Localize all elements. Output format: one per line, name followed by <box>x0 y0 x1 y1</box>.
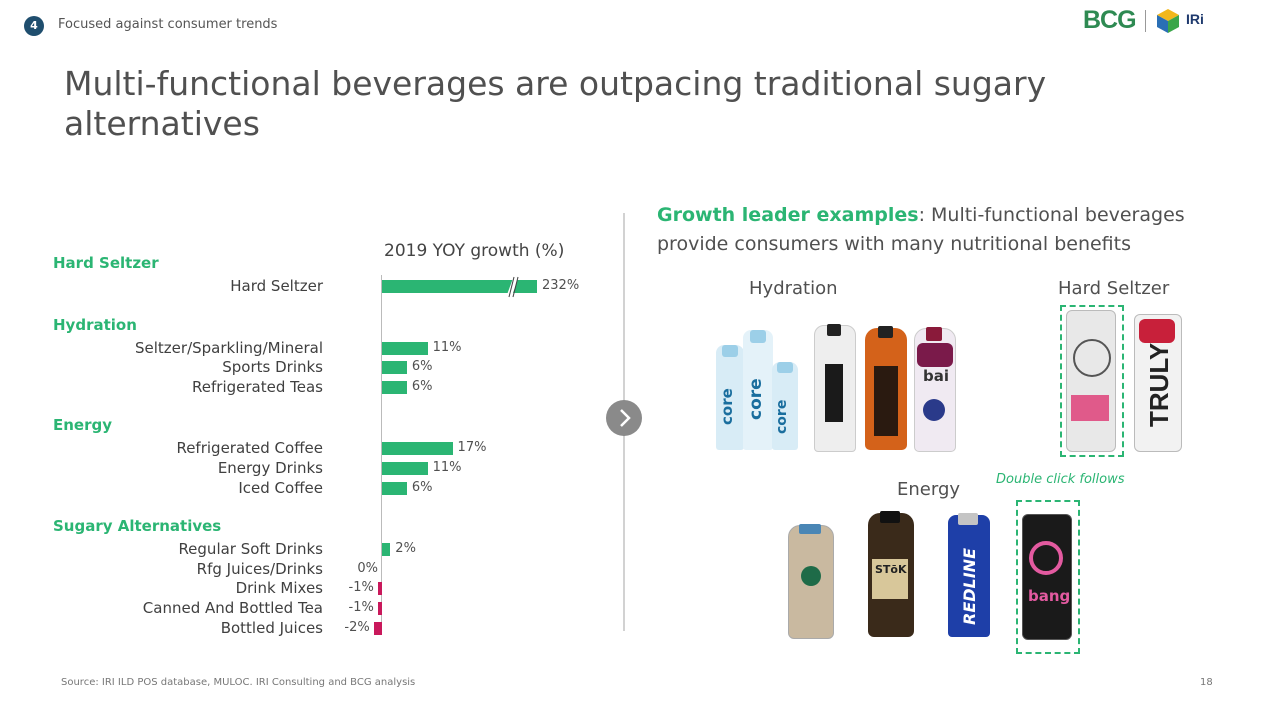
section-label: Focused against consumer trends <box>58 17 278 32</box>
bodyarmor-bottle-image <box>865 326 907 450</box>
bar <box>382 380 407 394</box>
page-title: Multi-functional beverages are outpacing… <box>64 64 1047 143</box>
truly-label: TRULY <box>1144 342 1174 427</box>
bar <box>382 361 407 375</box>
stok-coffee-image: STōK <box>868 511 914 637</box>
bai-bottle-image: bai <box>914 327 956 452</box>
core-label: core <box>718 388 736 425</box>
value-label: 6% <box>411 378 433 394</box>
bang-can-image: bang <box>1022 514 1072 640</box>
logo-divider <box>1145 10 1146 32</box>
truly-can-image: TRULY <box>1134 314 1182 452</box>
next-arrow-button[interactable] <box>606 400 642 436</box>
bar <box>382 442 453 456</box>
bar <box>377 582 382 596</box>
category-label: Energy Drinks <box>217 459 323 477</box>
value-label: -1% <box>348 580 374 596</box>
category-label: Rfg Juices/Drinks <box>196 559 323 578</box>
growth-leader-description: : Multi-functional beverages provide con… <box>657 204 1185 255</box>
category-label: Drink Mixes <box>235 579 323 598</box>
chevron-right-icon <box>620 409 631 427</box>
bar <box>382 341 428 355</box>
redline-label: REDLINE <box>960 548 979 625</box>
bar <box>373 621 382 635</box>
section-number-badge: 4 <box>24 16 44 36</box>
white-claw-highlight-box <box>1060 305 1124 457</box>
value-label: 6% <box>411 359 433 375</box>
hydration-label: Hydration <box>749 278 838 299</box>
right-panel-title: Growth leader examples: Multi-functional… <box>657 201 1257 259</box>
category-label: Bottled Juices <box>220 618 323 637</box>
category-label: Canned And Bottled Tea <box>142 599 323 617</box>
white-claw-can-image <box>1066 310 1116 452</box>
source-footnote: Source: IRI ILD POS database, MULOC. IRI… <box>61 677 416 688</box>
bang-label: bang <box>1028 587 1071 605</box>
bar <box>382 481 407 495</box>
stok-label: STōK <box>875 563 907 576</box>
value-label: 17% <box>457 440 487 456</box>
redline-bottle-image: REDLINE <box>948 513 990 637</box>
group-label: Hard Seltzer <box>53 254 159 272</box>
starbucks-frappuccino-image <box>788 524 834 639</box>
core-label: core <box>774 399 790 434</box>
value-label: -1% <box>348 600 374 615</box>
energy-label: Energy <box>897 479 961 500</box>
category-label: Refrigerated Coffee <box>176 439 323 458</box>
bar <box>377 602 382 615</box>
group-label: Sugary Alternatives <box>53 517 222 536</box>
axis-break-icon <box>506 276 519 298</box>
value-label: 0% <box>357 560 378 576</box>
hard-seltzer-label: Hard Seltzer <box>1058 278 1170 299</box>
chart-axis <box>381 275 382 631</box>
growth-leader-highlight: Growth leader examples <box>657 204 919 226</box>
bar <box>382 543 391 557</box>
value-label: 11% <box>432 460 462 475</box>
category-label: Regular Soft Drinks <box>178 540 323 559</box>
category-label: Hard Seltzer <box>230 277 323 295</box>
bcg-logo: BCG <box>1083 6 1137 34</box>
bar <box>382 462 428 475</box>
value-label: 2% <box>395 541 416 557</box>
bai-label: bai <box>923 367 950 385</box>
category-label: Seltzer/Sparkling/Mineral <box>135 338 323 357</box>
chart-title: 2019 YOY growth (%) <box>384 241 565 261</box>
group-label: Energy <box>53 416 113 435</box>
value-label: 232% <box>542 278 580 293</box>
bang-highlight-box <box>1016 500 1080 654</box>
iri-logo: IRi <box>1186 11 1204 27</box>
core-label: core <box>746 378 766 420</box>
category-label: Sports Drinks <box>222 358 323 377</box>
value-label: -2% <box>344 619 370 635</box>
iri-cube-icon <box>1157 9 1179 33</box>
category-label: Iced Coffee <box>238 478 323 497</box>
core-bottle-image: core <box>743 330 773 450</box>
value-label: 6% <box>411 479 433 495</box>
core-bottle-image: core <box>716 345 744 450</box>
water-bottle-image <box>814 324 856 452</box>
bar <box>382 280 537 293</box>
page-number: 18 <box>1200 677 1213 688</box>
category-label: Refrigerated Teas <box>192 377 323 396</box>
core-bottle-image: core <box>772 362 798 450</box>
value-label: 11% <box>432 339 462 355</box>
group-label: Hydration <box>53 315 137 334</box>
double-click-note: Double click follows <box>996 472 1125 487</box>
